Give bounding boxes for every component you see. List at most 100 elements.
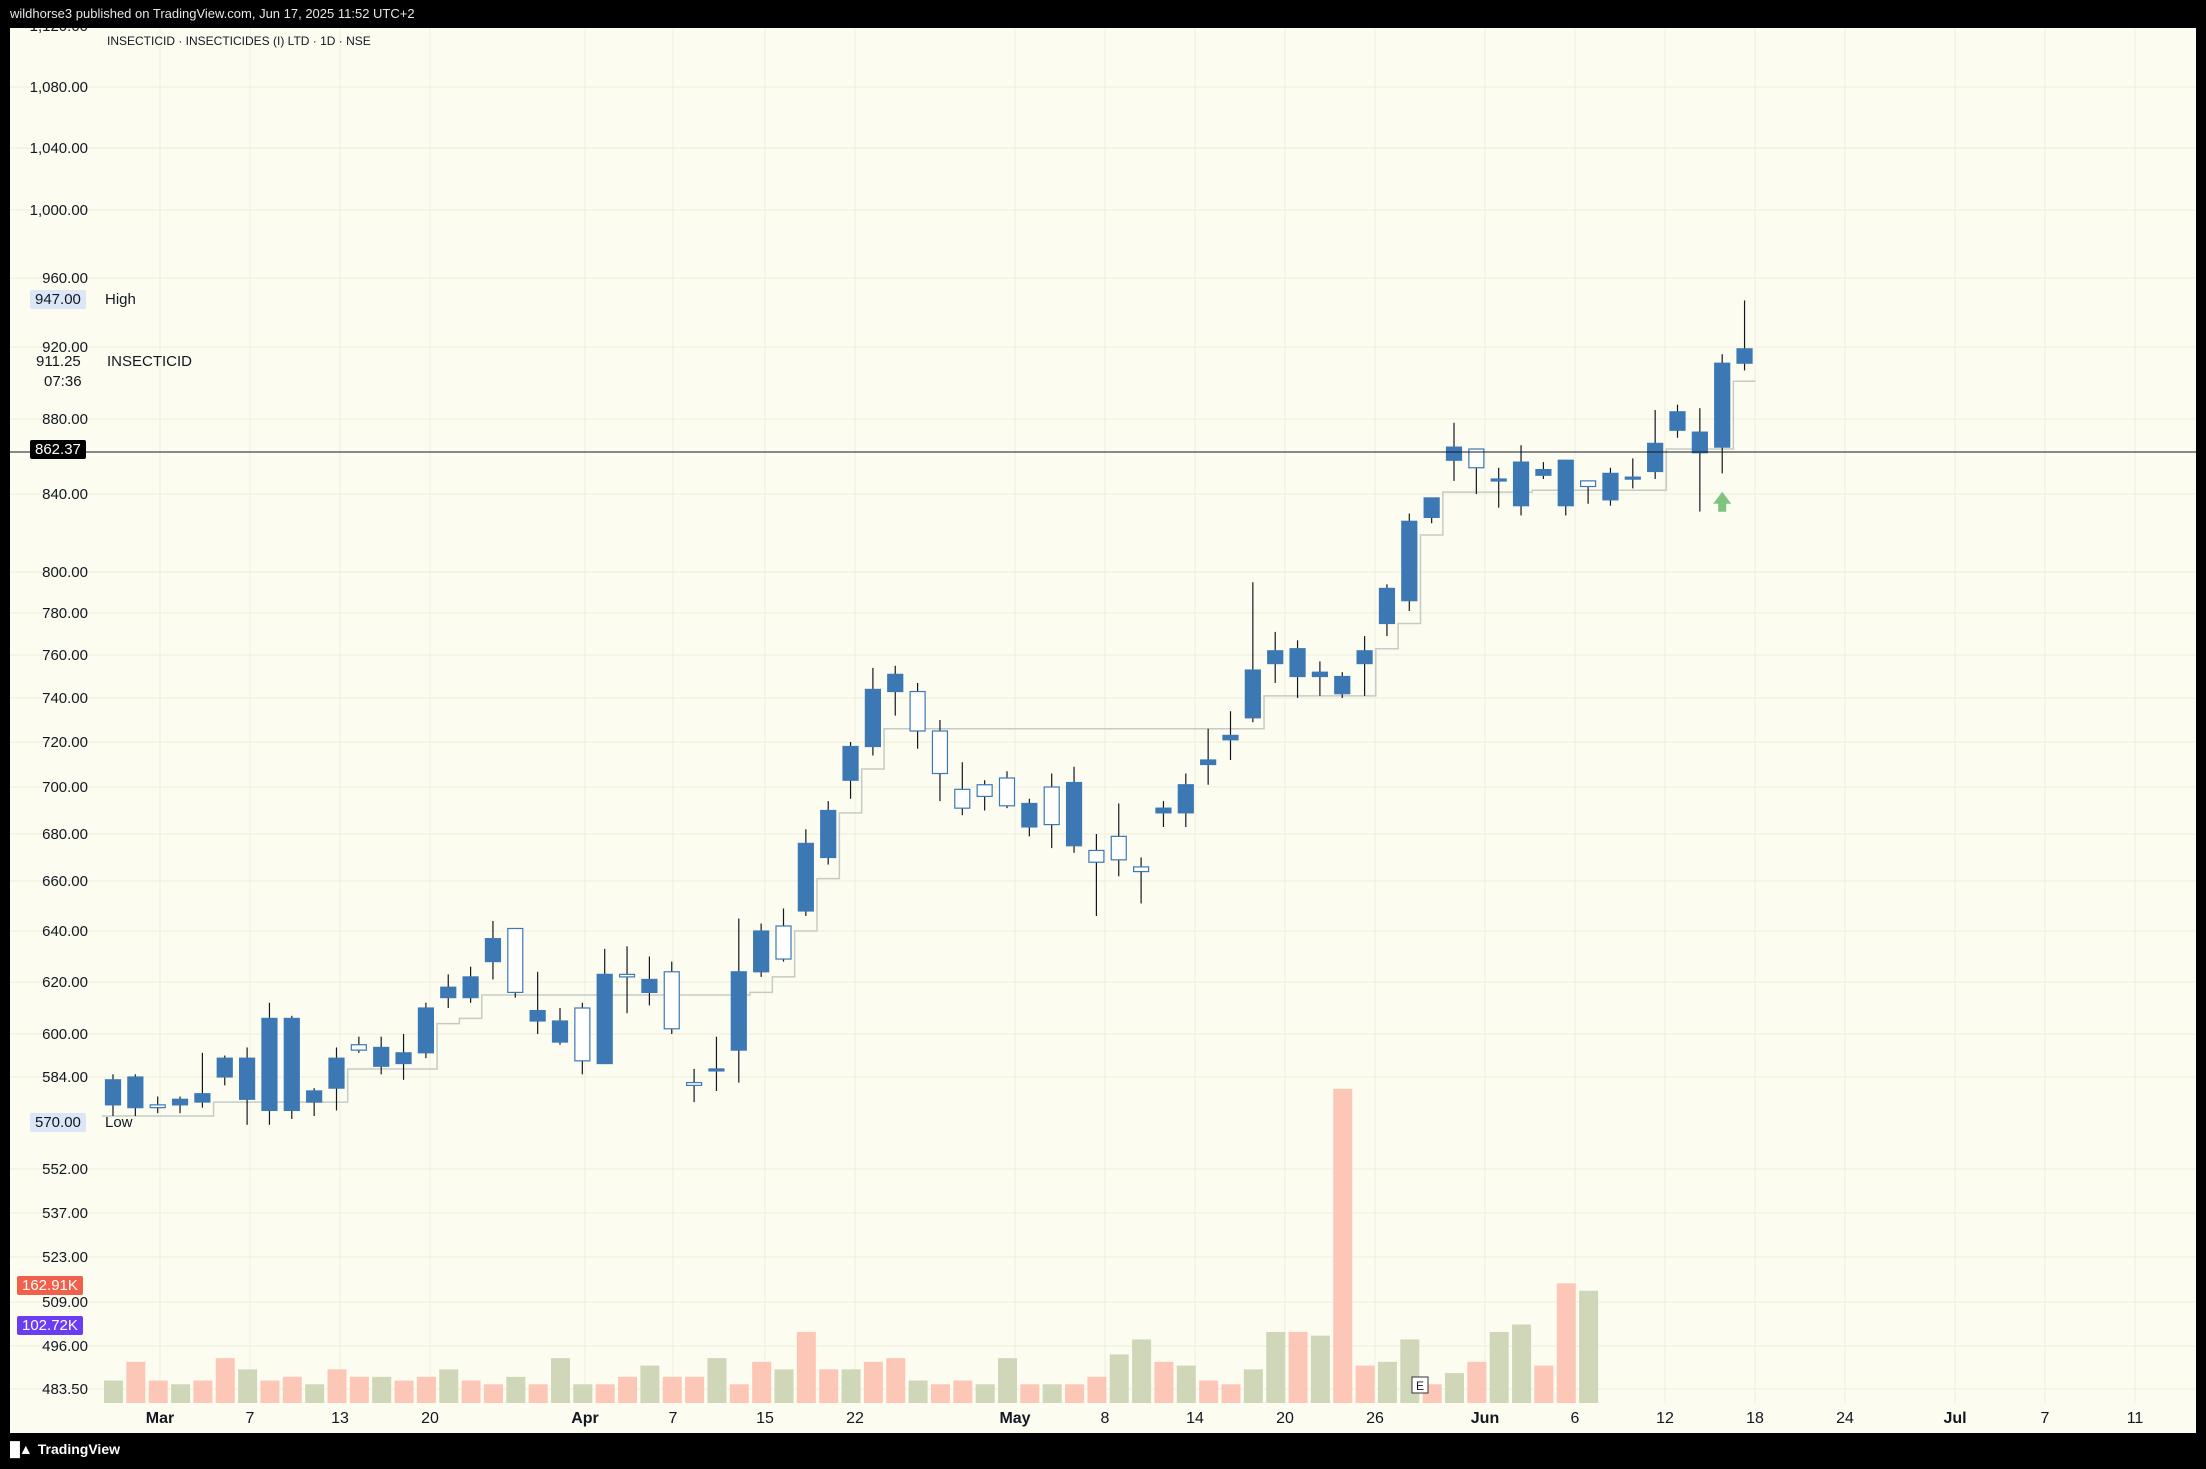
volume-bar bbox=[1310, 1335, 1330, 1403]
candle-body bbox=[1110, 835, 1127, 861]
low-price-tag: 570.00 bbox=[30, 1113, 86, 1132]
candle-body bbox=[1669, 411, 1686, 431]
y-tick-label: 840.00 bbox=[42, 486, 88, 503]
x-tick-label: 8 bbox=[1101, 1410, 1110, 1427]
candle-body bbox=[998, 777, 1016, 807]
volume-bar bbox=[1333, 1088, 1353, 1403]
volume-bar bbox=[1355, 1365, 1375, 1403]
volume-bar bbox=[126, 1361, 146, 1403]
candle-body bbox=[328, 1057, 345, 1089]
candle-body bbox=[529, 1009, 546, 1022]
volume-ma-tag: 102.72K bbox=[17, 1316, 83, 1335]
y-tick-label: 509.00 bbox=[42, 1294, 88, 1311]
x-tick-label: 11 bbox=[2127, 1410, 2144, 1427]
volume-bar bbox=[1445, 1373, 1464, 1403]
x-tick-label: Jun bbox=[1471, 1410, 1499, 1427]
chart-pane[interactable]: 1,120.00 1,080.00 1,040.00 1,000.00 960.00 92… bbox=[10, 28, 2196, 1433]
x-tick-label: 7 bbox=[2041, 1410, 2050, 1427]
volume-bar bbox=[1556, 1283, 1576, 1403]
candle-body bbox=[1602, 472, 1619, 501]
volume-bar bbox=[1266, 1331, 1286, 1403]
y-tick-label: 523.00 bbox=[42, 1249, 88, 1266]
candle-body bbox=[1714, 362, 1731, 448]
candle-body bbox=[753, 930, 770, 973]
candle-body bbox=[1557, 459, 1574, 507]
volume-bar bbox=[551, 1358, 570, 1403]
candle-body bbox=[462, 976, 479, 999]
candle-body bbox=[842, 745, 859, 781]
candle-body bbox=[1088, 849, 1105, 863]
volume-bar bbox=[193, 1380, 213, 1403]
y-tick-label: 1,000.00 bbox=[30, 202, 88, 219]
y-tick-label: 920.00 bbox=[42, 339, 88, 356]
candle-body bbox=[775, 925, 792, 960]
candle-body bbox=[1155, 807, 1172, 814]
volume-bar bbox=[729, 1384, 749, 1403]
candle-body bbox=[1267, 650, 1284, 665]
volume-bar bbox=[349, 1376, 369, 1403]
trailing-stop-line bbox=[101, 380, 1756, 1117]
volume-bar bbox=[1221, 1384, 1241, 1403]
candle-body bbox=[395, 1052, 412, 1065]
volume-bar bbox=[908, 1380, 928, 1403]
candle-body bbox=[1065, 781, 1083, 847]
y-tick-label: 640.00 bbox=[42, 923, 88, 940]
x-tick-label: 20 bbox=[1276, 1410, 1294, 1427]
candle-body bbox=[596, 973, 613, 1065]
x-tick-label: 18 bbox=[1746, 1410, 1764, 1427]
y-tick-label: 620.00 bbox=[42, 974, 88, 991]
volume-bar bbox=[483, 1384, 503, 1403]
volume-bar bbox=[528, 1384, 548, 1403]
candle-body bbox=[306, 1090, 323, 1103]
high-price-tag: 947.00 bbox=[30, 290, 86, 309]
chart-canvas[interactable]: 1,120.00 1,080.00 1,040.00 1,000.00 960.00 92… bbox=[10, 28, 2196, 1433]
candle-body bbox=[1490, 478, 1507, 482]
tradingview-logo[interactable]: █▲ TradingView bbox=[10, 1441, 120, 1457]
candle-body bbox=[261, 1017, 278, 1112]
candle-body bbox=[373, 1046, 390, 1067]
volume-bar bbox=[215, 1358, 235, 1403]
candle-body bbox=[1177, 784, 1194, 814]
volume-bar bbox=[1243, 1369, 1263, 1403]
volume-bar bbox=[953, 1380, 973, 1403]
volume-bar bbox=[1534, 1365, 1554, 1403]
volume-bar bbox=[416, 1376, 436, 1403]
candle-body bbox=[1289, 648, 1306, 678]
symbol-info: INSECTICID · INSECTICIDES (I) LTD · 1D ·… bbox=[107, 34, 371, 48]
candle-body bbox=[1244, 669, 1261, 719]
candle-body bbox=[797, 842, 814, 912]
candle-body bbox=[1736, 348, 1753, 364]
candle-body bbox=[820, 809, 837, 859]
y-tick-label: 1,120.00 bbox=[30, 28, 88, 35]
tradingview-logo-text: TradingView bbox=[37, 1441, 120, 1457]
volume-bar bbox=[1087, 1376, 1107, 1403]
candle-body bbox=[1200, 759, 1217, 766]
candle-body bbox=[1356, 650, 1373, 665]
high-label: High bbox=[105, 291, 136, 308]
volume-bar bbox=[506, 1376, 526, 1403]
candle-body bbox=[1378, 587, 1396, 625]
candle-body bbox=[1423, 497, 1440, 518]
candle-body bbox=[1535, 469, 1552, 476]
volume-bar bbox=[461, 1380, 481, 1403]
volume-bar bbox=[752, 1361, 772, 1403]
candle-body bbox=[1579, 480, 1597, 488]
candle-body bbox=[954, 788, 971, 809]
current-price-tag: 911.25 bbox=[36, 353, 81, 370]
volume-tag: 162.91K bbox=[17, 1276, 83, 1295]
x-tick-label: 13 bbox=[331, 1410, 349, 1427]
volume-bar bbox=[1512, 1324, 1532, 1403]
y-tick-label: 760.00 bbox=[42, 647, 88, 664]
x-tick-label: 6 bbox=[1571, 1410, 1580, 1427]
volume-bar bbox=[595, 1384, 615, 1403]
low-label: Low bbox=[105, 1114, 133, 1131]
earnings-event-marker bbox=[1411, 1376, 1429, 1394]
candle-body bbox=[149, 1104, 166, 1109]
volume-bar bbox=[1132, 1339, 1152, 1403]
candle-body bbox=[507, 927, 524, 994]
candle-body bbox=[685, 1081, 703, 1086]
volume-bar bbox=[372, 1376, 392, 1403]
volume-bar bbox=[707, 1358, 727, 1403]
x-tick-label: Mar bbox=[146, 1410, 174, 1427]
volume-bar bbox=[282, 1376, 302, 1403]
